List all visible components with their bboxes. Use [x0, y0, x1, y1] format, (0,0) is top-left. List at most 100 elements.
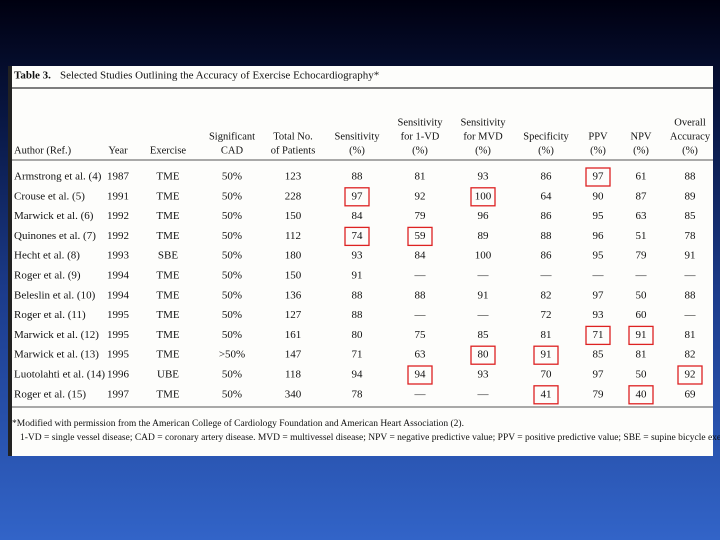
cell: 94 — [352, 369, 364, 381]
column-header: for 1-VD — [401, 131, 440, 142]
cell: 161 — [285, 329, 302, 341]
row-label: Crouse et al. (5) — [14, 190, 85, 202]
column-header: of Patients — [271, 145, 316, 156]
cell: TME — [156, 289, 180, 301]
highlight-box — [585, 325, 611, 346]
row-label: Roger et al. (15) — [14, 388, 86, 400]
cell: 81 — [541, 329, 552, 341]
column-header: (%) — [538, 145, 554, 156]
cell: 96 — [478, 210, 490, 222]
cell: 92 — [685, 369, 696, 381]
cell: 95 — [593, 250, 605, 262]
cell: 100 — [475, 190, 492, 202]
cell: TME — [156, 210, 180, 222]
cell: 150 — [285, 210, 302, 222]
column-header: Significant — [209, 131, 255, 142]
cell: 97 — [593, 369, 605, 381]
highlight-box — [533, 345, 559, 365]
column-header: (%) — [682, 145, 698, 156]
cell: 59 — [415, 230, 427, 242]
cell: 88 — [415, 289, 427, 301]
cell: 82 — [541, 289, 552, 301]
cell: 85 — [478, 329, 490, 341]
cell: 50% — [222, 171, 242, 183]
cell: 1987 — [107, 171, 130, 183]
cell: — — [592, 270, 605, 282]
highlight-box — [585, 167, 611, 187]
cell: 78 — [352, 388, 364, 400]
cell: 79 — [593, 388, 605, 400]
cell: 1997 — [107, 388, 130, 400]
cell: 1996 — [107, 369, 130, 381]
cell: 147 — [285, 349, 302, 361]
cell: 112 — [285, 230, 301, 242]
column-header: for MVD — [463, 131, 503, 142]
cell: 60 — [636, 309, 648, 321]
cell: 150 — [285, 270, 302, 282]
table-label: Table 3. — [14, 70, 51, 82]
cell: 72 — [541, 309, 552, 321]
column-header: Sensitivity — [398, 117, 444, 128]
column-header: (%) — [475, 145, 491, 156]
cell: 91 — [478, 289, 489, 301]
cell: 86 — [541, 210, 553, 222]
cell: 79 — [636, 250, 648, 262]
cell: — — [414, 270, 427, 282]
cell: 88 — [352, 289, 364, 301]
cell: 97 — [593, 171, 605, 183]
cell: 91 — [352, 270, 363, 282]
cell: 71 — [593, 329, 604, 341]
row-label: Marwick et al. (13) — [14, 349, 99, 361]
cell: 91 — [541, 349, 552, 361]
cell: 75 — [415, 329, 427, 341]
cell: 118 — [285, 369, 302, 381]
footnote: *Modified with permission from the Ameri… — [12, 418, 464, 429]
cell: TME — [156, 349, 180, 361]
cell: 50% — [222, 369, 242, 381]
cell: — — [477, 309, 490, 321]
cell: 88 — [685, 171, 697, 183]
row-label: Quinones et al. (7) — [14, 230, 96, 242]
cell: 79 — [415, 210, 427, 222]
cell: 80 — [352, 329, 364, 341]
column-header: Sensitivity — [461, 117, 507, 128]
cell: — — [684, 270, 697, 282]
highlight-box — [344, 187, 370, 207]
cell: TME — [156, 270, 180, 282]
cell: TME — [156, 309, 180, 321]
column-header: Exercise — [150, 145, 186, 156]
cell: 92 — [415, 190, 426, 202]
cell: 88 — [685, 289, 697, 301]
cell: — — [414, 309, 427, 321]
cell: TME — [156, 329, 180, 341]
cell: 86 — [541, 250, 553, 262]
cell: 50% — [222, 230, 242, 242]
cell: 50% — [222, 270, 242, 282]
cell: 50% — [222, 250, 242, 262]
cell: 78 — [685, 230, 697, 242]
cell: 95 — [593, 210, 605, 222]
cell: 50% — [222, 210, 242, 222]
highlight-box — [407, 365, 433, 385]
table-background — [8, 66, 713, 456]
cell: 100 — [475, 250, 492, 262]
cell: 63 — [636, 210, 648, 222]
cell: 1995 — [107, 349, 130, 361]
column-header: (%) — [590, 145, 606, 156]
cell: 123 — [285, 171, 302, 183]
cell: 97 — [593, 289, 605, 301]
row-label: Hecht et al. (8) — [14, 250, 80, 262]
row-label: Marwick et al. (6) — [14, 210, 94, 222]
row-label: Luotolahti et al. (14) — [14, 369, 105, 381]
cell: 97 — [352, 190, 364, 202]
cell: 93 — [593, 309, 605, 321]
cell: 40 — [636, 388, 648, 400]
cell: 340 — [285, 388, 302, 400]
highlight-box — [533, 385, 559, 405]
row-label: Armstrong et al. (4) — [14, 171, 102, 183]
column-header: (%) — [349, 145, 365, 156]
highlight-box — [344, 226, 370, 247]
cell: 50% — [222, 190, 242, 202]
